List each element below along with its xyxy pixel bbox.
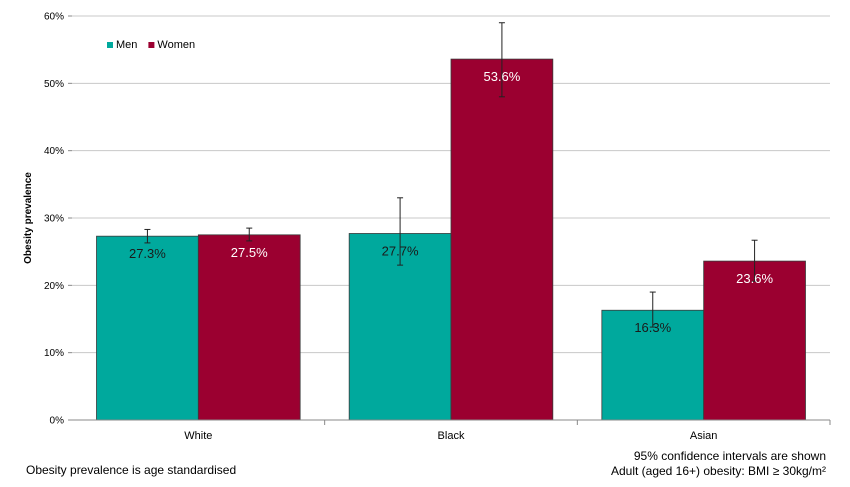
data-labels: 27.3% 27.5% 27.7% 53.6% 16.3% 23.6%	[129, 69, 773, 335]
data-label: 27.5%	[231, 245, 268, 260]
data-label: 23.6%	[736, 271, 773, 286]
note-confidence-intervals: 95% confidence intervals are shown	[633, 449, 826, 463]
bar-women	[197, 234, 301, 421]
bar-men	[601, 309, 705, 421]
legend: Men Women	[107, 39, 195, 51]
x-category-label: Black	[438, 430, 465, 442]
y-tick-label: 50%	[44, 79, 64, 90]
x-category-label: Asian	[690, 430, 718, 442]
x-axis-categories: White Black Asian	[184, 420, 831, 442]
y-tick-label: 30%	[44, 214, 64, 225]
legend-label-men: Men	[116, 39, 137, 51]
legend-swatch-men	[107, 42, 113, 48]
note-obesity-definition: Adult (aged 16+) obesity: BMI ≥ 30kg/m²	[610, 464, 826, 478]
bar-women	[703, 260, 806, 421]
y-tick-label: 20%	[44, 281, 64, 292]
bar-men	[96, 235, 199, 421]
y-tick-label: 0%	[50, 416, 65, 427]
notes-right: 95% confidence intervals are shown Adult…	[611, 449, 826, 479]
data-label: 16.3%	[634, 320, 671, 335]
y-axis-label: Obesity prevalence	[23, 172, 34, 264]
y-tick-label: 40%	[44, 146, 64, 157]
data-label: 27.3%	[129, 246, 166, 261]
data-label: 53.6%	[483, 69, 520, 84]
y-tick-label: 10%	[44, 348, 64, 359]
note-age-standardised: Obesity prevalence is age standardised	[26, 463, 237, 477]
error-bars	[144, 22, 758, 328]
data-label: 27.7%	[382, 243, 419, 258]
legend-swatch-women	[148, 42, 155, 48]
bars	[96, 58, 806, 421]
x-category-label: White	[184, 430, 212, 442]
legend-label-women: Women	[157, 39, 195, 51]
y-axis-ticks: 0% 10% 20% 30% 40% 50% 60%	[44, 12, 64, 427]
bar-women	[450, 58, 554, 421]
y-tick-label: 60%	[44, 12, 64, 23]
